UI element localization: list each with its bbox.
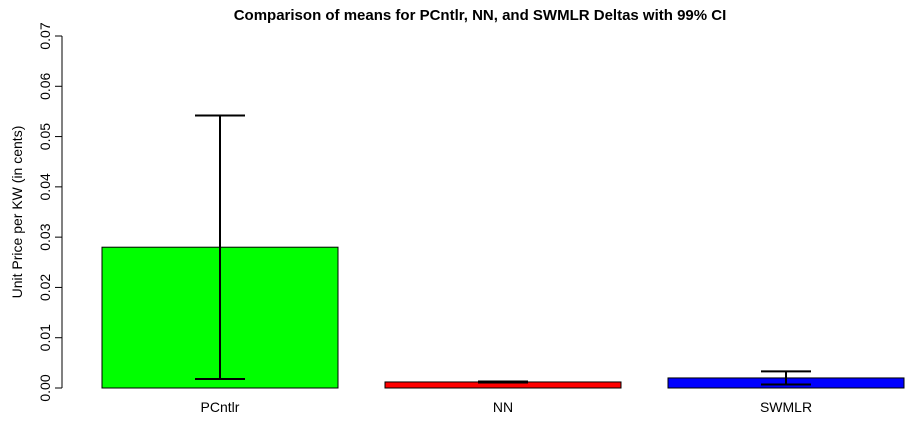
y-tick-label: 0.00 — [37, 374, 53, 401]
x-tick-label: NN — [493, 399, 513, 415]
x-tick-label: PCntlr — [201, 399, 240, 415]
x-tick-label: SWMLR — [760, 399, 812, 415]
error-bar — [761, 370, 811, 386]
error-bar — [478, 380, 528, 384]
error-bar — [195, 114, 245, 380]
y-tick-label: 0.04 — [37, 173, 53, 200]
y-tick-label: 0.02 — [37, 274, 53, 301]
y-tick-label: 0.05 — [37, 123, 53, 150]
y-axis-label: Unit Price per KW (in cents) — [9, 126, 25, 299]
y-tick-label: 0.03 — [37, 223, 53, 250]
y-tick-label: 0.06 — [37, 72, 53, 99]
y-tick-label: 0.07 — [37, 22, 53, 49]
chart-title: Comparison of means for PCntlr, NN, and … — [234, 7, 727, 24]
y-tick-label: 0.01 — [37, 324, 53, 351]
